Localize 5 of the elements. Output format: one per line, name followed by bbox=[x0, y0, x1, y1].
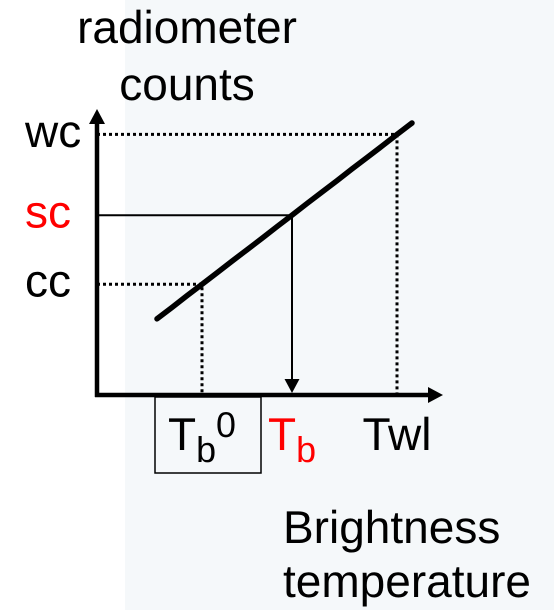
x-tick-label: Twl bbox=[362, 408, 432, 460]
text: sc bbox=[25, 186, 71, 238]
x-tick-label: T$_{b}$ bbox=[268, 408, 316, 470]
text: cc bbox=[25, 254, 71, 307]
x-axis-title: Brightness temperature bbox=[283, 501, 532, 607]
